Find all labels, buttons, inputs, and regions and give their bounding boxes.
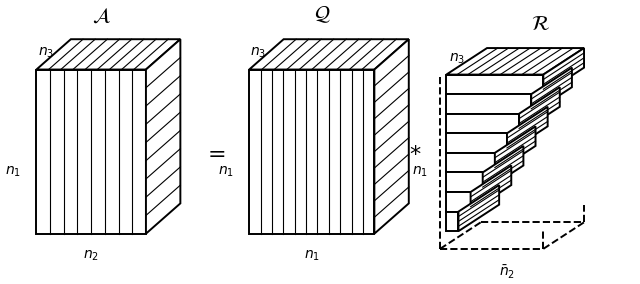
- Polygon shape: [249, 39, 409, 70]
- Polygon shape: [531, 68, 572, 114]
- Polygon shape: [446, 133, 507, 153]
- Text: $\mathcal{Q}$: $\mathcal{Q}$: [314, 5, 330, 25]
- Text: $n_3$: $n_3$: [449, 51, 465, 66]
- Text: $n_2$: $n_2$: [83, 249, 99, 263]
- Text: $\boldsymbol{n_1}$: $\boldsymbol{n_1}$: [304, 249, 320, 263]
- Polygon shape: [249, 70, 374, 234]
- Text: $\mathcal{A}$: $\mathcal{A}$: [92, 6, 111, 25]
- Polygon shape: [470, 166, 511, 212]
- Text: $n_3$: $n_3$: [38, 46, 54, 60]
- Polygon shape: [374, 39, 409, 234]
- Text: $n_1$: $n_1$: [412, 164, 428, 179]
- Polygon shape: [507, 107, 548, 153]
- Polygon shape: [495, 126, 536, 172]
- Text: $n_1$: $n_1$: [4, 164, 20, 179]
- Polygon shape: [483, 146, 524, 192]
- Polygon shape: [519, 87, 560, 133]
- Text: $\bar{n}_2$: $\bar{n}_2$: [499, 264, 515, 281]
- Polygon shape: [146, 39, 180, 234]
- Polygon shape: [36, 70, 146, 234]
- Text: $\mathcal{R}$: $\mathcal{R}$: [531, 15, 550, 34]
- Text: $n_1$: $n_1$: [218, 164, 234, 179]
- Polygon shape: [36, 39, 180, 70]
- Polygon shape: [446, 48, 584, 75]
- Polygon shape: [446, 153, 495, 172]
- Text: $=$: $=$: [204, 143, 226, 163]
- Text: $*$: $*$: [409, 143, 421, 163]
- Polygon shape: [543, 48, 584, 94]
- Polygon shape: [446, 114, 519, 133]
- Text: $n_3$: $n_3$: [250, 46, 267, 60]
- Polygon shape: [458, 185, 499, 231]
- Polygon shape: [446, 192, 470, 212]
- Polygon shape: [446, 212, 458, 231]
- Polygon shape: [446, 75, 543, 94]
- Polygon shape: [446, 172, 483, 192]
- Polygon shape: [446, 94, 531, 114]
